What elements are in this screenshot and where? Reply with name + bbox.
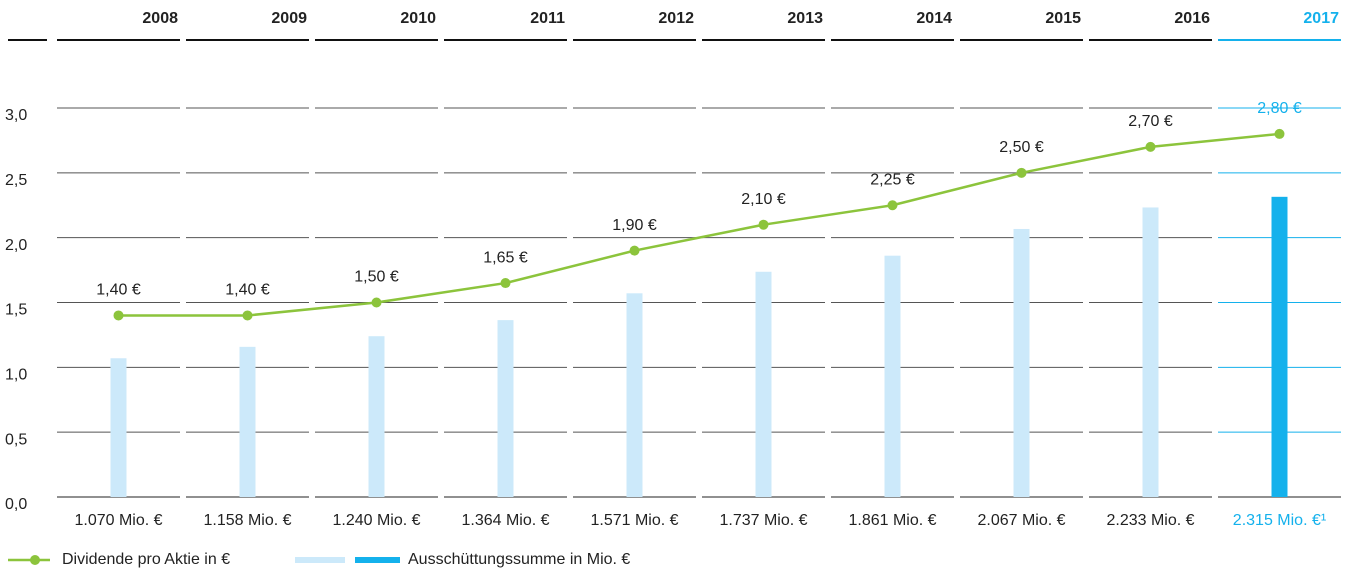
line-point (1274, 128, 1285, 139)
bar-value-label: 1.158 Mio. € (203, 512, 291, 529)
line-value-label: 2,70 € (1128, 113, 1173, 130)
bar-value-label: 2.067 Mio. € (977, 512, 1065, 529)
bar (497, 320, 514, 497)
y-tick-label: 1,5 (5, 302, 27, 319)
legend-label: Ausschüttungssumme in Mio. € (408, 551, 630, 568)
bar (1142, 207, 1159, 497)
line-value-label: 2,50 € (999, 139, 1044, 156)
y-tick-label: 2,0 (5, 237, 27, 254)
y-tick-label: 3,0 (5, 107, 27, 124)
line-point (242, 310, 253, 321)
bar (626, 293, 643, 497)
bar-value-label: 1.861 Mio. € (848, 512, 936, 529)
line-point (500, 278, 511, 289)
bar-value-label: 1.240 Mio. € (332, 512, 420, 529)
line-point (113, 310, 124, 321)
legend-swatch (295, 557, 345, 563)
bar (1013, 228, 1030, 497)
bar-value-label: 1.571 Mio. € (590, 512, 678, 529)
bar (110, 358, 127, 497)
bar-value-label: 2.315 Mio. €¹ (1233, 512, 1326, 529)
category-label: 2012 (658, 10, 694, 27)
y-tick-label: 1,0 (5, 367, 27, 384)
category-label: 2017 (1303, 10, 1339, 27)
category-label: 2013 (787, 10, 823, 27)
y-tick-label: 0,0 (5, 496, 27, 513)
legend-swatch (30, 555, 40, 565)
line-value-label: 2,80 € (1257, 100, 1302, 117)
line-point (1016, 167, 1027, 178)
category-label: 2015 (1045, 10, 1081, 27)
bar-value-label: 2.233 Mio. € (1106, 512, 1194, 529)
line-value-label: 2,25 € (870, 171, 915, 188)
category-label: 2010 (400, 10, 436, 27)
line-point (1145, 141, 1156, 152)
category-label: 2009 (271, 10, 307, 27)
line-point (758, 219, 769, 230)
line-point (629, 245, 640, 256)
category-label: 2016 (1174, 10, 1210, 27)
bar (239, 346, 256, 497)
category-label: 2011 (530, 10, 565, 27)
bar (884, 255, 901, 497)
legend-swatch (355, 557, 400, 563)
bar (1271, 196, 1288, 498)
line-value-label: 1,50 € (354, 269, 399, 286)
bar-value-label: 1.364 Mio. € (461, 512, 549, 529)
line-value-label: 1,90 € (612, 217, 657, 234)
line-value-label: 1,40 € (96, 282, 141, 299)
bar-value-label: 1.737 Mio. € (719, 512, 807, 529)
bar-value-label: 1.070 Mio. € (74, 512, 162, 529)
line-value-label: 1,65 € (483, 249, 528, 266)
line-value-label: 1,40 € (225, 282, 270, 299)
line-point (887, 200, 898, 211)
line-point (371, 297, 382, 308)
bar (755, 271, 772, 497)
line (118, 132, 1280, 317)
category-label: 2008 (142, 10, 178, 27)
line-value-label: 2,10 € (741, 191, 786, 208)
legend-label: Dividende pro Aktie in € (62, 551, 230, 568)
category-label: 2014 (916, 10, 952, 27)
bar (368, 336, 385, 497)
y-tick-label: 2,5 (5, 172, 27, 189)
y-tick-label: 0,5 (5, 431, 27, 448)
